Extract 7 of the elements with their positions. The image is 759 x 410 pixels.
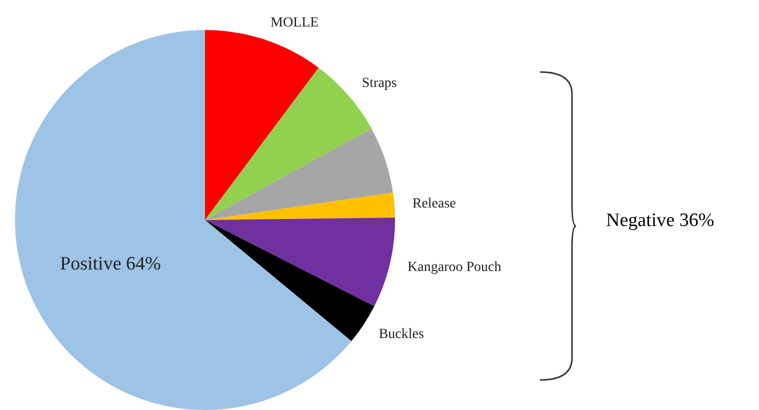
text: Negative 36% (606, 210, 714, 232)
slice-label: Positive 64% (60, 253, 162, 274)
slice-label: Kangaroo Pouch (408, 260, 502, 275)
slice-label: Release (412, 196, 456, 212)
slice-label: Straps (362, 76, 397, 92)
slice-label: MOLLE (270, 15, 319, 30)
slice-label: Buckles (378, 326, 424, 342)
